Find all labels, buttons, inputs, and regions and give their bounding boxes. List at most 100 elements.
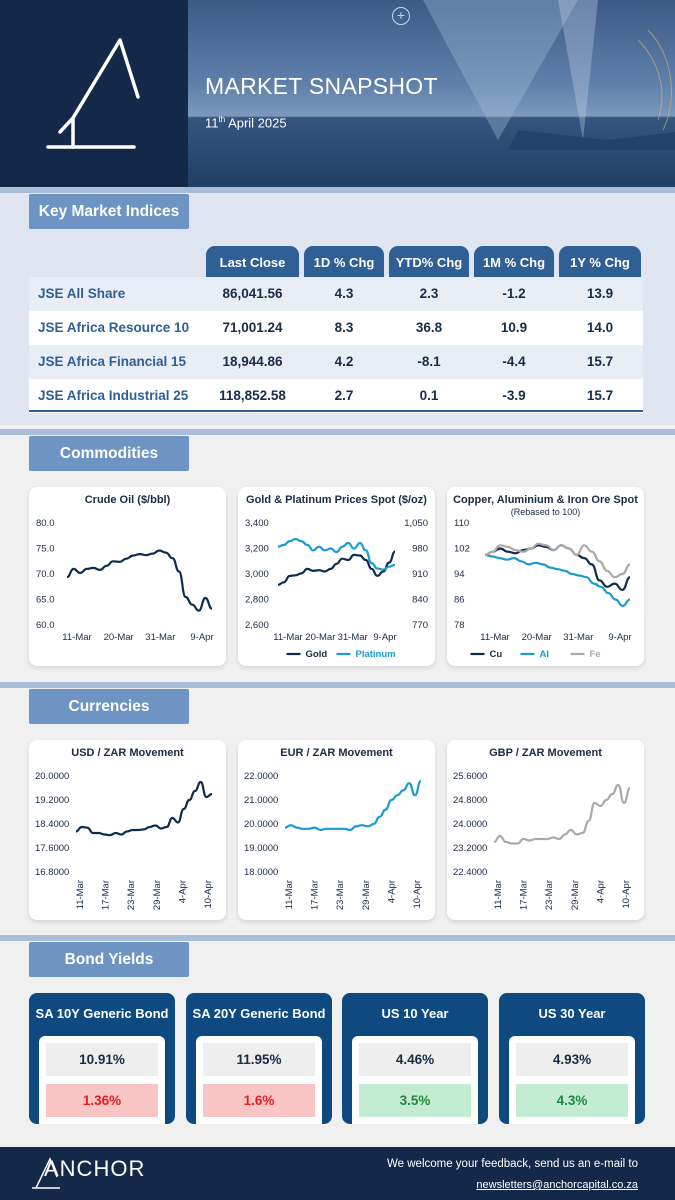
col-last-close: Last Close (206, 246, 299, 277)
y-tick-label: 22.4000 (453, 867, 487, 878)
y-tick-label: 25.6000 (453, 771, 487, 782)
y-tick-label: 94 (454, 569, 465, 580)
legend-label: Cu (490, 649, 503, 660)
x-tick-label: 4-Apr (177, 880, 188, 903)
y-tick-label: 86 (454, 595, 465, 606)
bond-panel: 4.46% 3.5% (352, 1036, 478, 1124)
chart-title: EUR / ZAR Movement (280, 747, 393, 759)
chg-1y: 15.7 (586, 354, 614, 369)
x-tick-label: 29-Mar (570, 880, 581, 910)
bond-change: 4.3% (516, 1084, 628, 1117)
chg-1y: 15.7 (586, 388, 614, 403)
bond-card-sa20y: SA 20Y Generic Bond 11.95% 1.6% (186, 993, 332, 1124)
anchor-logo-icon (46, 38, 140, 149)
crude-oil-chart: Crude Oil ($/bbl) 80.0 75.0 70.0 65.0 60.0 11-… (36, 494, 214, 643)
index-name: JSE Africa Industrial 25 (38, 388, 189, 403)
y2-tick-label: 910 (412, 569, 428, 580)
last-close: 71,001.24 (222, 320, 283, 335)
y-tick-label: 20.0000 (244, 819, 278, 830)
section-title-currencies: Currencies (29, 689, 189, 724)
last-close: 18,944.86 (222, 354, 283, 369)
chg-ytd: 36.8 (415, 320, 443, 335)
x-tick-label: 31-Mar (145, 632, 175, 643)
y2-tick-label: 770 (412, 620, 428, 631)
x-tick-label: 17-Mar (519, 880, 530, 910)
chart-title: Copper, Aluminium & Iron Ore Spot (453, 494, 638, 506)
col-1d-chg: 1D % Chg (304, 246, 384, 277)
bond-title: US 10 Year (381, 1006, 449, 1021)
y-tick-label: 20.0000 (35, 771, 69, 782)
anchor-logo-panel (0, 0, 188, 187)
bond-change: 1.6% (203, 1084, 315, 1117)
footer-email-link[interactable]: newsletters@anchorcapital.co.za (476, 1179, 638, 1191)
chg-1y: 13.9 (586, 286, 614, 301)
series-line (66, 549, 213, 612)
y-tick-label: 70.0 (36, 569, 55, 580)
table-row: JSE All Share 86,041.56 4.3 2.3 -1.2 13.… (29, 277, 643, 311)
chg-ytd: -8.1 (417, 354, 441, 369)
y-tick-label: 60.0 (36, 620, 55, 631)
x-tick-label: 31-Mar (563, 632, 593, 643)
series-line (484, 553, 631, 607)
chg-1m: -4.4 (502, 354, 526, 369)
series-line (277, 550, 396, 586)
chart-title: USD / ZAR Movement (71, 747, 184, 759)
last-close: 118,852.58 (219, 388, 286, 403)
series-line (75, 780, 213, 837)
footer-logo-text: ANCHOR (44, 1156, 146, 1181)
y-tick-label: 17.6000 (35, 843, 69, 854)
y-tick-label: 19.0000 (244, 843, 278, 854)
y2-tick-label: 1,050 (404, 518, 428, 529)
table-row: JSE Africa Financial 15 18,944.86 4.2 -8… (29, 345, 643, 379)
x-tick-label: 20-Mar (305, 632, 335, 643)
col-1m-chg: 1M % Chg (474, 246, 554, 277)
chart-card-usdzar: USD / ZAR Movement 20.0000 19.2000 18.4000 1… (29, 740, 226, 920)
index-name: JSE Africa Financial 15 (38, 354, 187, 369)
usdzar-chart: USD / ZAR Movement 20.0000 19.2000 18.4000 1… (35, 747, 214, 910)
x-tick-label: 9-Apr (373, 632, 396, 643)
header-sailboat-photo (188, 0, 675, 187)
bond-yield: 4.93% (516, 1043, 628, 1076)
y-tick-label: 19.2000 (35, 795, 69, 806)
series-line (484, 542, 631, 579)
bond-panel: 11.95% 1.6% (196, 1036, 322, 1124)
chg-1m: -3.9 (502, 388, 526, 403)
y-tick-label: 78 (454, 620, 465, 631)
x-tick-label: 11-Mar (480, 632, 509, 643)
series-line (277, 537, 396, 571)
table-row: JSE Africa Industrial 25 118,852.58 2.7 … (29, 379, 643, 413)
bond-panel: 4.93% 4.3% (509, 1036, 635, 1124)
chart-card-crude-oil: Crude Oil ($/bbl) 80.0 75.0 70.0 65.0 60.0 11-… (29, 487, 226, 666)
bond-card-us30y: US 30 Year 4.93% 4.3% (499, 993, 645, 1124)
chg-1m: -1.2 (502, 286, 526, 301)
chg-1y: 14.0 (586, 320, 614, 335)
chg-ytd: 0.1 (419, 388, 439, 403)
x-tick-label: 23-Mar (335, 880, 346, 910)
page-title: MARKET SNAPSHOT (205, 73, 438, 99)
x-tick-label: 11-Mar (284, 880, 295, 909)
eurzar-chart: EUR / ZAR Movement 22.0000 21.0000 20.0000 1… (244, 747, 423, 910)
x-tick-label: 9-Apr (608, 632, 631, 643)
y2-tick-label: 980 (412, 544, 428, 555)
y-tick-label: 23.2000 (453, 843, 487, 854)
chg-1d: 8.3 (334, 320, 354, 335)
y-tick-label: 18.0000 (244, 867, 278, 878)
x-tick-label: 23-Mar (126, 880, 137, 910)
col-ytd-chg: YTD% Chg (389, 246, 469, 277)
footer: ANCHOR We welcome your feedback, send us… (0, 1147, 675, 1200)
chg-1d: 2.7 (334, 388, 354, 403)
table-row: JSE Africa Resource 10 71,001.24 8.3 36.… (29, 311, 643, 345)
x-tick-label: 9-Apr (190, 632, 213, 643)
chart-card-eurzar: EUR / ZAR Movement 22.0000 21.0000 20.0000 1… (238, 740, 435, 920)
y-tick-label: 102 (454, 544, 470, 555)
series-line (493, 783, 631, 845)
y-tick-label: 24.8000 (453, 795, 487, 806)
x-tick-label: 4-Apr (595, 880, 606, 903)
section-title-bonds: Bond Yields (29, 942, 189, 977)
y-tick-label: 75.0 (36, 544, 55, 555)
section-title-commodities: Commodities (29, 436, 189, 471)
x-tick-label: 29-Mar (152, 880, 163, 910)
chart-title: Crude Oil ($/bbl) (85, 494, 171, 506)
chart-card-gbpzar: GBP / ZAR Movement 25.6000 24.8000 24.0000 2… (447, 740, 644, 920)
bond-yield: 11.95% (203, 1043, 315, 1076)
